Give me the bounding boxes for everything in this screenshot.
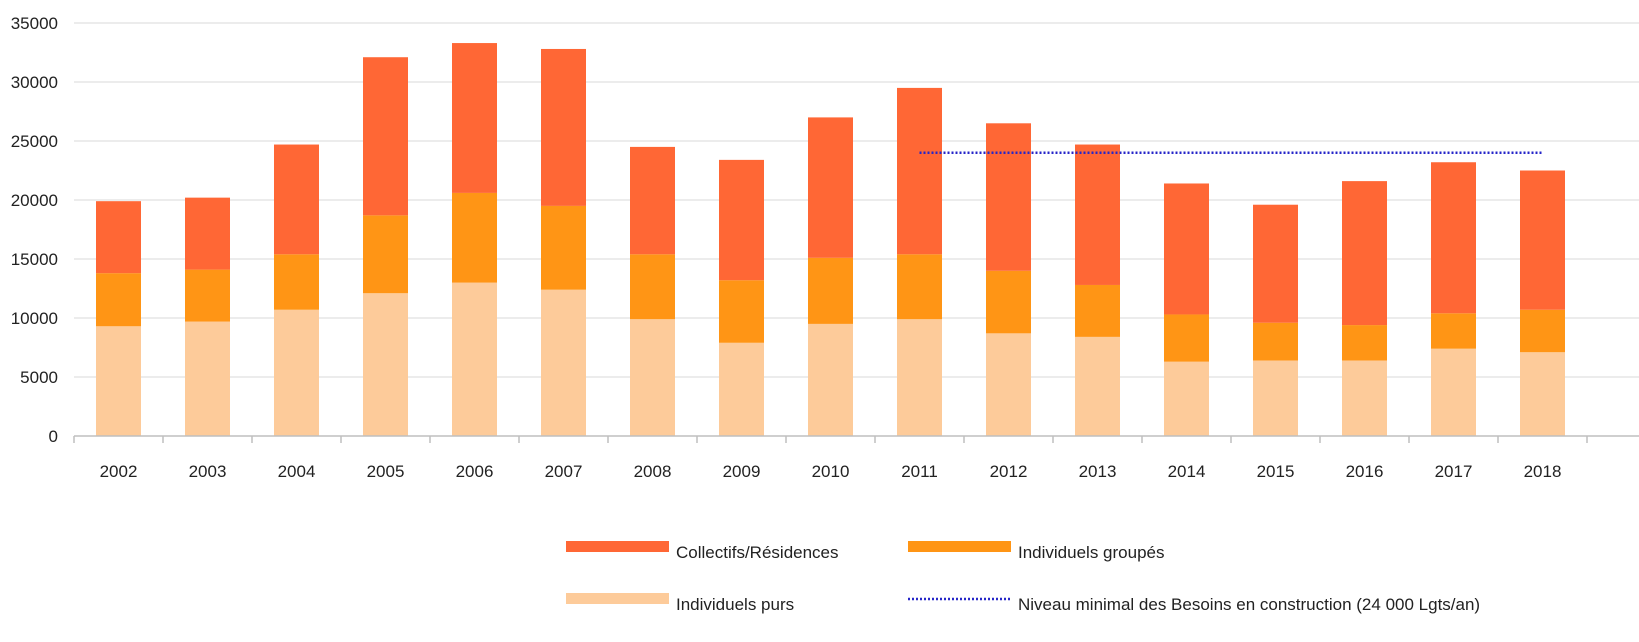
- y-tick-label: 30000: [11, 73, 58, 92]
- y-tick-label: 5000: [20, 368, 58, 387]
- bar-segment-2016-series-0: [1342, 360, 1387, 436]
- bar-segment-2002-series-1: [96, 273, 141, 327]
- bar-segment-2016-series-1: [1342, 325, 1387, 361]
- bar-segment-2011-series-0: [897, 319, 942, 436]
- bar-segment-2014-series-1: [1164, 314, 1209, 362]
- bar-segment-2005-series-0: [363, 293, 408, 436]
- x-tick-label: 2007: [545, 462, 583, 481]
- x-tick-label: 2008: [634, 462, 672, 481]
- bar-segment-2010-series-2: [808, 117, 853, 258]
- bar-segment-2004-series-1: [274, 254, 319, 310]
- bar-segment-2013-series-0: [1075, 336, 1120, 436]
- bar-segment-2010-series-0: [808, 323, 853, 436]
- bar-segment-2017-series-0: [1431, 348, 1476, 436]
- bar-segment-2011-series-1: [897, 254, 942, 320]
- bar-segment-2008-series-0: [630, 319, 675, 436]
- bar-segment-2015-series-2: [1253, 204, 1298, 323]
- legend-swatch: [566, 541, 669, 552]
- bar-segment-2006-series-1: [452, 192, 497, 283]
- x-tick-label: 2016: [1346, 462, 1384, 481]
- y-axis-tick-labels: 0 5000 10000 15000 20000 25000 30000 35000: [11, 14, 58, 446]
- bar-segment-2005-series-1: [363, 215, 408, 294]
- y-tick-label: 20000: [11, 191, 58, 210]
- x-tick-label: 2006: [456, 462, 494, 481]
- bar-segment-2015-series-1: [1253, 322, 1298, 361]
- bar-segment-2004-series-0: [274, 309, 319, 436]
- bar-segment-2002-series-0: [96, 326, 141, 436]
- bar-segment-2018-series-0: [1520, 352, 1565, 436]
- bar-segment-2008-series-2: [630, 146, 675, 255]
- x-tick-label: 2004: [278, 462, 316, 481]
- x-tick-label: 2017: [1435, 462, 1473, 481]
- x-tick-label: 2015: [1257, 462, 1295, 481]
- legend-label: Collectifs/Résidences: [676, 543, 839, 562]
- x-tick-label: 2010: [812, 462, 850, 481]
- bar-segment-2010-series-1: [808, 257, 853, 324]
- x-tick-label: 2009: [723, 462, 761, 481]
- bar-segment-2004-series-2: [274, 144, 319, 255]
- y-tick-label: 10000: [11, 309, 58, 328]
- bar-segment-2013-series-2: [1075, 144, 1120, 285]
- y-tick-label: 15000: [11, 250, 58, 269]
- bar-segment-2012-series-2: [986, 123, 1031, 271]
- grid-lines: [74, 22, 1639, 378]
- x-tick-label: 2002: [100, 462, 138, 481]
- bar-segment-2002-series-2: [96, 201, 141, 274]
- bar-segment-2013-series-1: [1075, 284, 1120, 337]
- legend-label: Individuels groupés: [1018, 543, 1164, 562]
- legend-label: Niveau minimal des Besoins en constructi…: [1018, 595, 1480, 614]
- bar-segment-2003-series-0: [185, 321, 230, 436]
- bar-segment-2008-series-1: [630, 254, 675, 320]
- bar-segment-2006-series-0: [452, 282, 497, 436]
- bar-segment-2007-series-0: [541, 289, 586, 436]
- x-tick-label: 2014: [1168, 462, 1206, 481]
- x-tick-label: 2011: [901, 462, 938, 481]
- bar-segment-2018-series-2: [1520, 170, 1565, 310]
- bar-segment-2017-series-2: [1431, 162, 1476, 314]
- legend: Collectifs/Résidences Individuels groupés…: [566, 541, 1480, 614]
- x-axis: [73, 435, 1639, 443]
- legend-swatch: [908, 541, 1011, 552]
- x-tick-label: 2012: [990, 462, 1028, 481]
- bar-segment-2003-series-1: [185, 269, 230, 322]
- x-tick-label: 2018: [1524, 462, 1562, 481]
- bar-segment-2007-series-1: [541, 205, 586, 290]
- bar-segment-2015-series-0: [1253, 360, 1298, 436]
- bar-segment-2016-series-2: [1342, 181, 1387, 326]
- bar-segment-2009-series-2: [719, 159, 764, 281]
- bar-segment-2006-series-2: [452, 43, 497, 193]
- legend-label: Individuels purs: [676, 595, 794, 614]
- legend-swatch: [566, 593, 669, 604]
- bar-segment-2011-series-2: [897, 87, 942, 255]
- y-tick-label: 0: [49, 427, 58, 446]
- y-tick-label: 35000: [11, 14, 58, 33]
- bar-segment-2012-series-0: [986, 333, 1031, 436]
- x-tick-label: 2013: [1079, 462, 1117, 481]
- y-tick-label: 25000: [11, 132, 58, 151]
- bar-segment-2018-series-1: [1520, 309, 1565, 353]
- bar-stack-area: [96, 43, 1565, 436]
- bar-segment-2017-series-1: [1431, 313, 1476, 349]
- x-axis-tick-labels: 2002 2003 2004 2005 2006 2007 2008 2009 2010 2011…: [100, 462, 1562, 481]
- bar-segment-2009-series-1: [719, 280, 764, 343]
- x-tick-label: 2005: [367, 462, 405, 481]
- bar-segment-2003-series-2: [185, 197, 230, 270]
- x-tick-label: 2003: [189, 462, 227, 481]
- bar-segment-2014-series-0: [1164, 361, 1209, 436]
- bar-segment-2005-series-2: [363, 57, 408, 216]
- bar-segment-2014-series-2: [1164, 183, 1209, 315]
- bar-segment-2009-series-0: [719, 342, 764, 436]
- bar-segment-2012-series-1: [986, 270, 1031, 334]
- bar-segment-2007-series-2: [541, 48, 586, 206]
